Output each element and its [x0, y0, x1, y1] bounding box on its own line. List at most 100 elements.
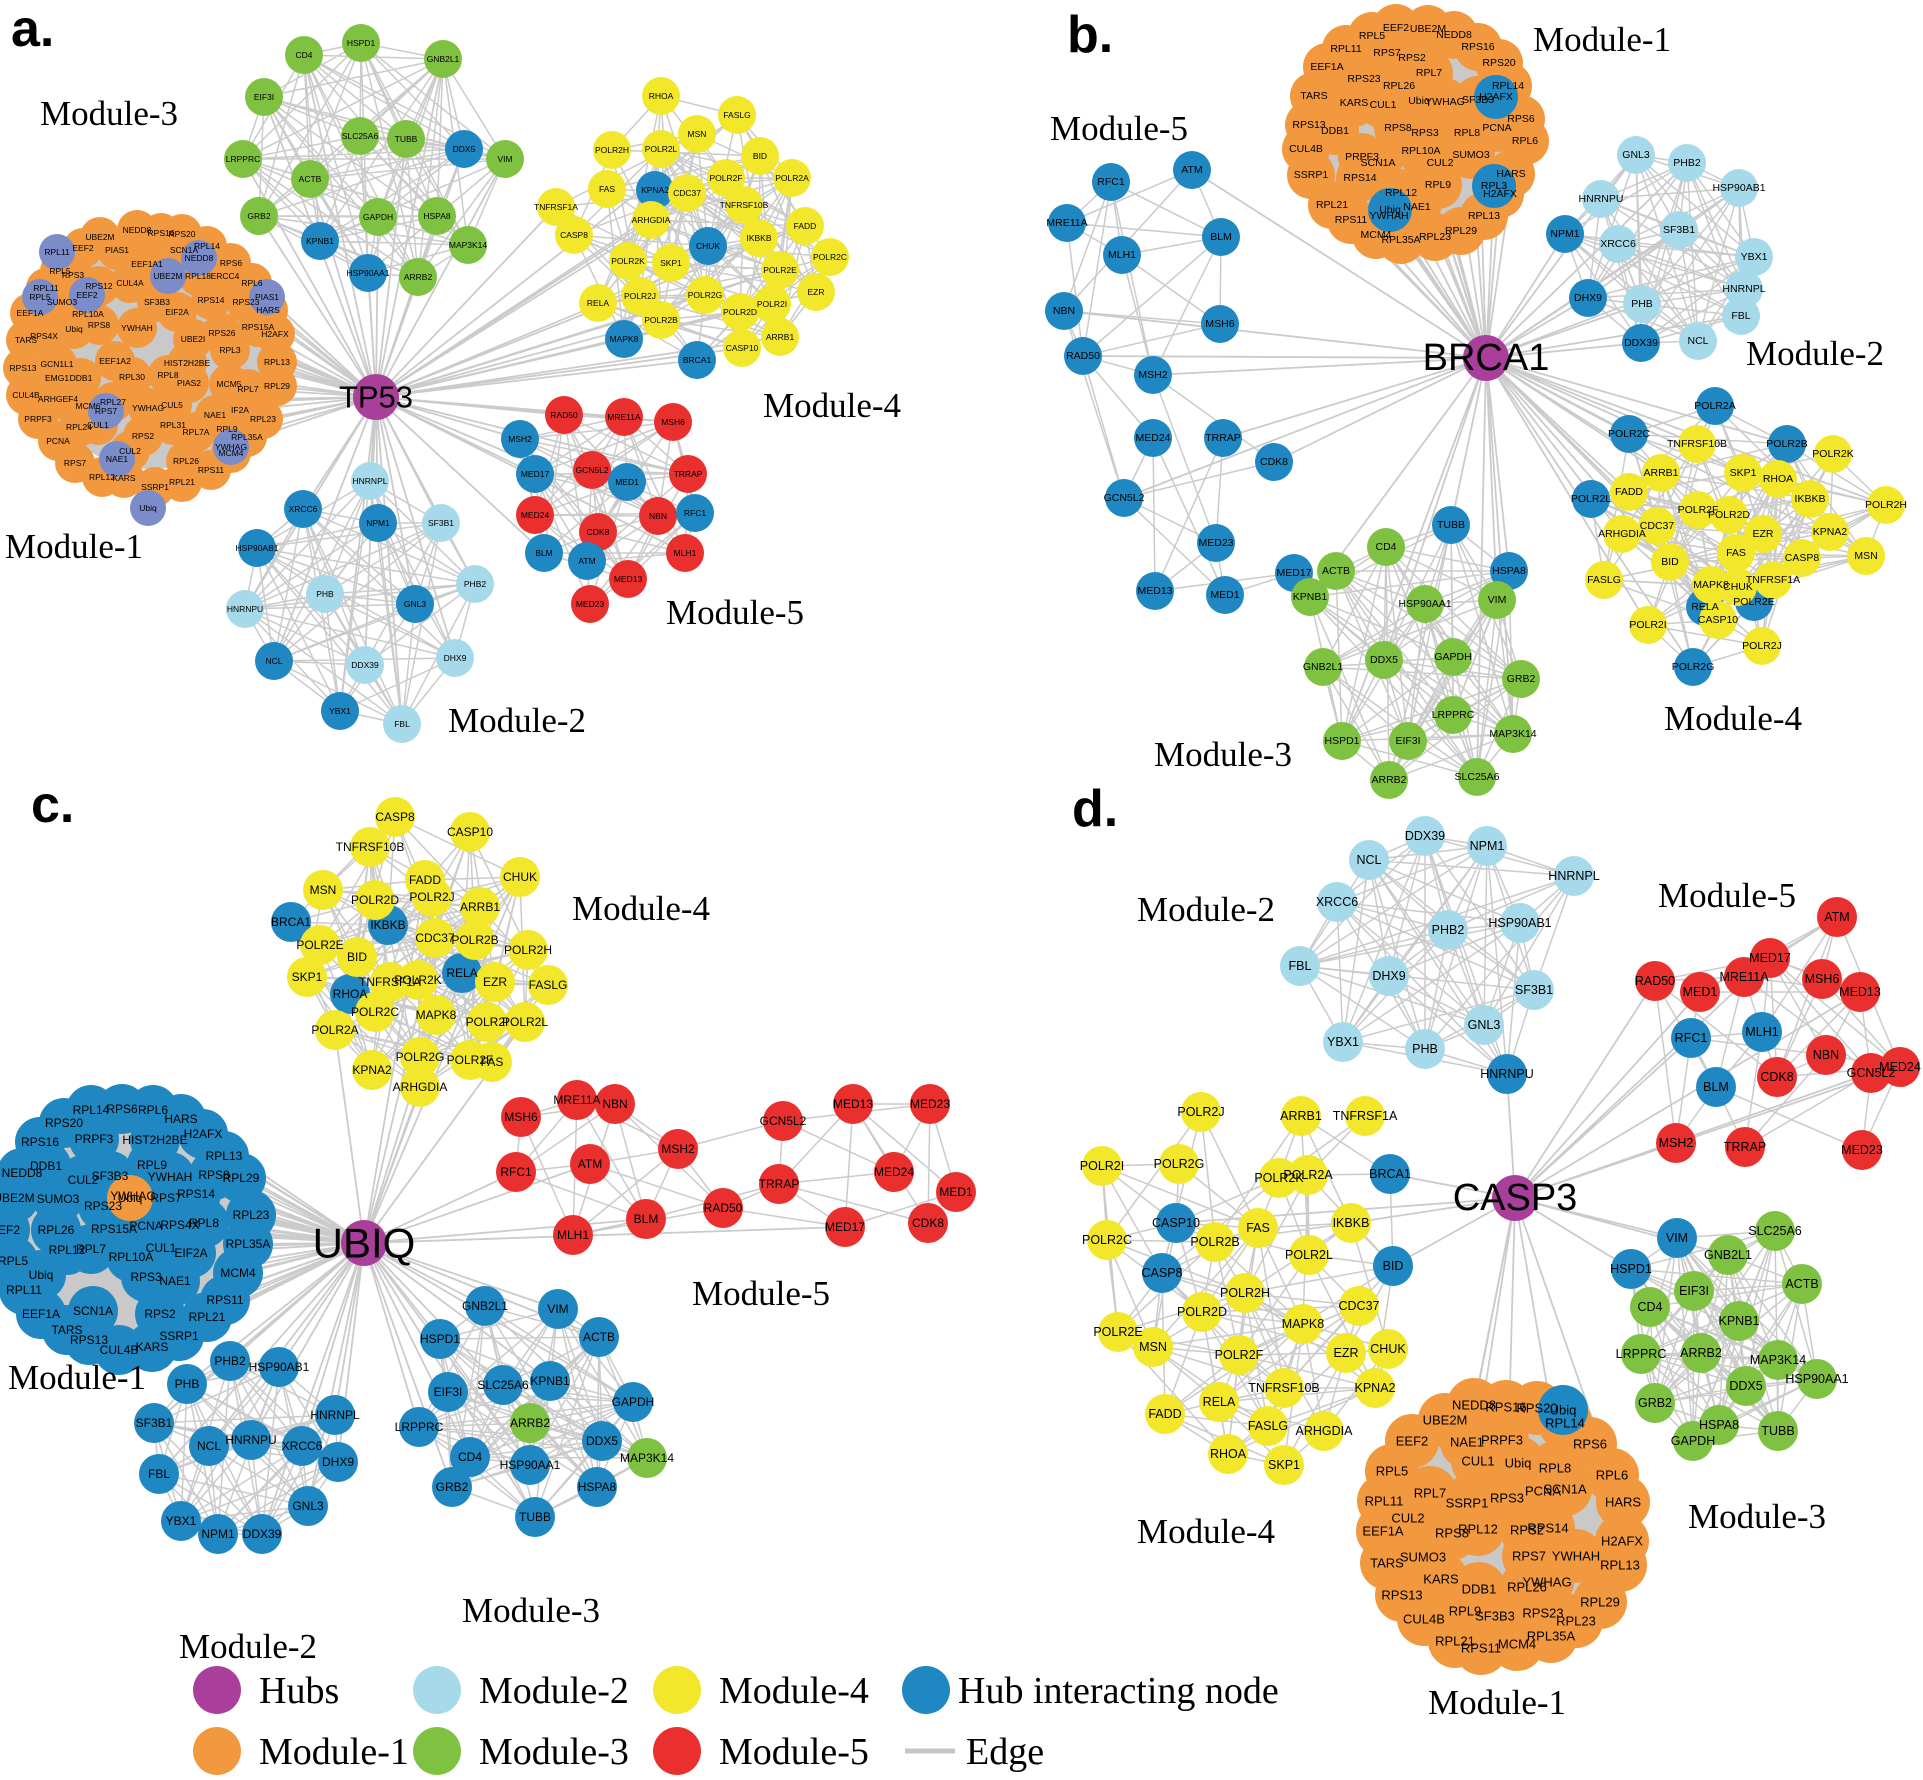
- svg-text:ARRB1: ARRB1: [1643, 467, 1678, 479]
- svg-text:CUL1: CUL1: [146, 1241, 177, 1255]
- svg-text:RPL14: RPL14: [1492, 80, 1524, 92]
- svg-text:MED23: MED23: [910, 1097, 950, 1111]
- svg-text:MED17: MED17: [825, 1220, 865, 1234]
- svg-text:RPS4X: RPS4X: [160, 1218, 199, 1232]
- svg-text:CUL2: CUL2: [1427, 157, 1454, 169]
- svg-text:PRPF3: PRPF3: [75, 1132, 114, 1146]
- svg-text:ARHGDIA: ARHGDIA: [632, 215, 671, 225]
- svg-text:RPL23: RPL23: [1556, 1614, 1596, 1629]
- svg-text:CUL1: CUL1: [1461, 1454, 1494, 1469]
- svg-text:POLR2J: POLR2J: [624, 291, 656, 301]
- svg-text:EIF3I: EIF3I: [1679, 1284, 1709, 1298]
- svg-text:SCN1A: SCN1A: [1360, 157, 1395, 169]
- svg-text:RHOA: RHOA: [1763, 473, 1793, 485]
- svg-text:FADD: FADD: [409, 873, 441, 887]
- svg-text:RFC1: RFC1: [500, 1165, 532, 1179]
- svg-text:EIF2A: EIF2A: [174, 1246, 207, 1260]
- svg-text:HSP90AB1: HSP90AB1: [249, 1360, 310, 1374]
- svg-text:RPS3: RPS3: [1411, 127, 1439, 139]
- svg-text:MRE11A: MRE11A: [1719, 970, 1769, 984]
- svg-text:MSH6: MSH6: [504, 1110, 538, 1124]
- svg-text:CUL1: CUL1: [1370, 99, 1397, 111]
- svg-text:PIAS1: PIAS1: [255, 292, 279, 302]
- svg-text:RPL7: RPL7: [76, 1242, 106, 1256]
- svg-text:SLC25A6: SLC25A6: [342, 131, 379, 141]
- svg-text:RPL8: RPL8: [157, 370, 179, 380]
- svg-text:DDX5: DDX5: [1729, 1379, 1762, 1393]
- svg-text:CUL4A: CUL4A: [116, 278, 144, 288]
- svg-text:YWHAH: YWHAH: [1369, 210, 1408, 222]
- svg-text:MED17: MED17: [1749, 951, 1791, 965]
- svg-text:ACTB: ACTB: [299, 174, 322, 184]
- svg-text:HNRNPU: HNRNPU: [1480, 1067, 1533, 1081]
- svg-text:CUL4B: CUL4B: [12, 390, 40, 400]
- svg-text:IKBKB: IKBKB: [1333, 1216, 1370, 1230]
- svg-text:GRB2: GRB2: [247, 211, 270, 221]
- svg-text:RELA: RELA: [446, 966, 477, 980]
- svg-text:CUL4B: CUL4B: [1289, 143, 1323, 155]
- svg-text:FADD: FADD: [794, 221, 817, 231]
- svg-text:POLR2A: POLR2A: [1283, 1168, 1333, 1182]
- svg-text:RPS20: RPS20: [169, 229, 196, 239]
- svg-text:POLR2K: POLR2K: [1812, 448, 1853, 460]
- svg-text:POLR2I: POLR2I: [466, 1015, 509, 1029]
- svg-text:RPS16: RPS16: [1461, 41, 1494, 53]
- svg-text:KPNB1: KPNB1: [1719, 1314, 1760, 1328]
- svg-text:YWHAG: YWHAG: [1522, 1575, 1571, 1590]
- svg-text:KPNA2: KPNA2: [1813, 526, 1848, 538]
- svg-text:RPL13: RPL13: [1600, 1558, 1640, 1573]
- svg-text:RPL13: RPL13: [264, 357, 290, 367]
- svg-text:ACTB: ACTB: [583, 1330, 615, 1344]
- svg-text:MSN: MSN: [1854, 550, 1877, 562]
- svg-text:ATM: ATM: [1824, 910, 1849, 924]
- svg-text:NPM1: NPM1: [1550, 228, 1579, 240]
- svg-text:CDK8: CDK8: [912, 1216, 944, 1230]
- svg-text:RPL26: RPL26: [1383, 80, 1415, 92]
- svg-text:POLR2K: POLR2K: [394, 973, 441, 987]
- svg-text:PRPF3: PRPF3: [1481, 1433, 1523, 1448]
- svg-text:MAPK8: MAPK8: [1693, 579, 1729, 591]
- svg-text:ARRB2: ARRB2: [1680, 1346, 1722, 1360]
- svg-text:MAP3K14: MAP3K14: [1489, 728, 1536, 740]
- svg-text:PHB2: PHB2: [1432, 923, 1465, 937]
- svg-text:d.: d.: [1072, 780, 1118, 838]
- svg-text:DHX9: DHX9: [1574, 292, 1602, 304]
- svg-text:CDC37: CDC37: [673, 188, 701, 198]
- svg-text:HSPA8: HSPA8: [423, 211, 451, 221]
- svg-text:NAE1: NAE1: [1403, 201, 1431, 213]
- svg-text:UBIQ: UBIQ: [313, 1220, 416, 1267]
- svg-text:RPS4X: RPS4X: [30, 331, 58, 341]
- svg-text:SCN1A: SCN1A: [1543, 1482, 1587, 1497]
- svg-text:YBX1: YBX1: [329, 706, 351, 716]
- svg-text:GAPDH: GAPDH: [363, 212, 393, 222]
- svg-text:RPS13: RPS13: [70, 1333, 108, 1347]
- svg-text:GNL3: GNL3: [1468, 1018, 1501, 1032]
- svg-text:NEDD8: NEDD8: [2, 1166, 43, 1180]
- svg-text:ATM: ATM: [578, 1157, 602, 1171]
- svg-text:NCL: NCL: [265, 656, 282, 666]
- svg-text:RPL6: RPL6: [1512, 135, 1538, 147]
- svg-text:CASP10: CASP10: [1152, 1216, 1200, 1230]
- svg-text:POLR2H: POLR2H: [595, 145, 629, 155]
- svg-text:RPS7: RPS7: [1373, 47, 1401, 59]
- svg-text:KARS: KARS: [112, 473, 135, 483]
- svg-text:YWHAH: YWHAH: [148, 1170, 193, 1184]
- svg-text:RPL5: RPL5: [1376, 1464, 1409, 1479]
- svg-text:MED13: MED13: [833, 1097, 873, 1111]
- svg-text:CUL4B: CUL4B: [1403, 1612, 1445, 1627]
- svg-text:NCL: NCL: [1356, 853, 1381, 867]
- svg-text:FASLG: FASLG: [723, 110, 750, 120]
- svg-text:POLR2L: POLR2L: [502, 1015, 548, 1029]
- svg-text:PCNA: PCNA: [1525, 1484, 1561, 1499]
- svg-text:PCNA: PCNA: [46, 436, 70, 446]
- svg-text:RAD50: RAD50: [704, 1201, 743, 1215]
- svg-text:RELA: RELA: [587, 298, 610, 308]
- svg-text:HSP90AA1: HSP90AA1: [347, 268, 390, 278]
- svg-text:RPS16: RPS16: [1485, 1400, 1526, 1415]
- svg-text:RPL11: RPL11: [6, 1283, 42, 1297]
- svg-text:PRPF3: PRPF3: [24, 414, 52, 424]
- svg-text:PIAS2: PIAS2: [177, 378, 201, 388]
- svg-text:RPS14: RPS14: [198, 295, 225, 305]
- svg-text:YBX1: YBX1: [1741, 251, 1768, 263]
- svg-text:RPS14: RPS14: [1527, 1521, 1568, 1536]
